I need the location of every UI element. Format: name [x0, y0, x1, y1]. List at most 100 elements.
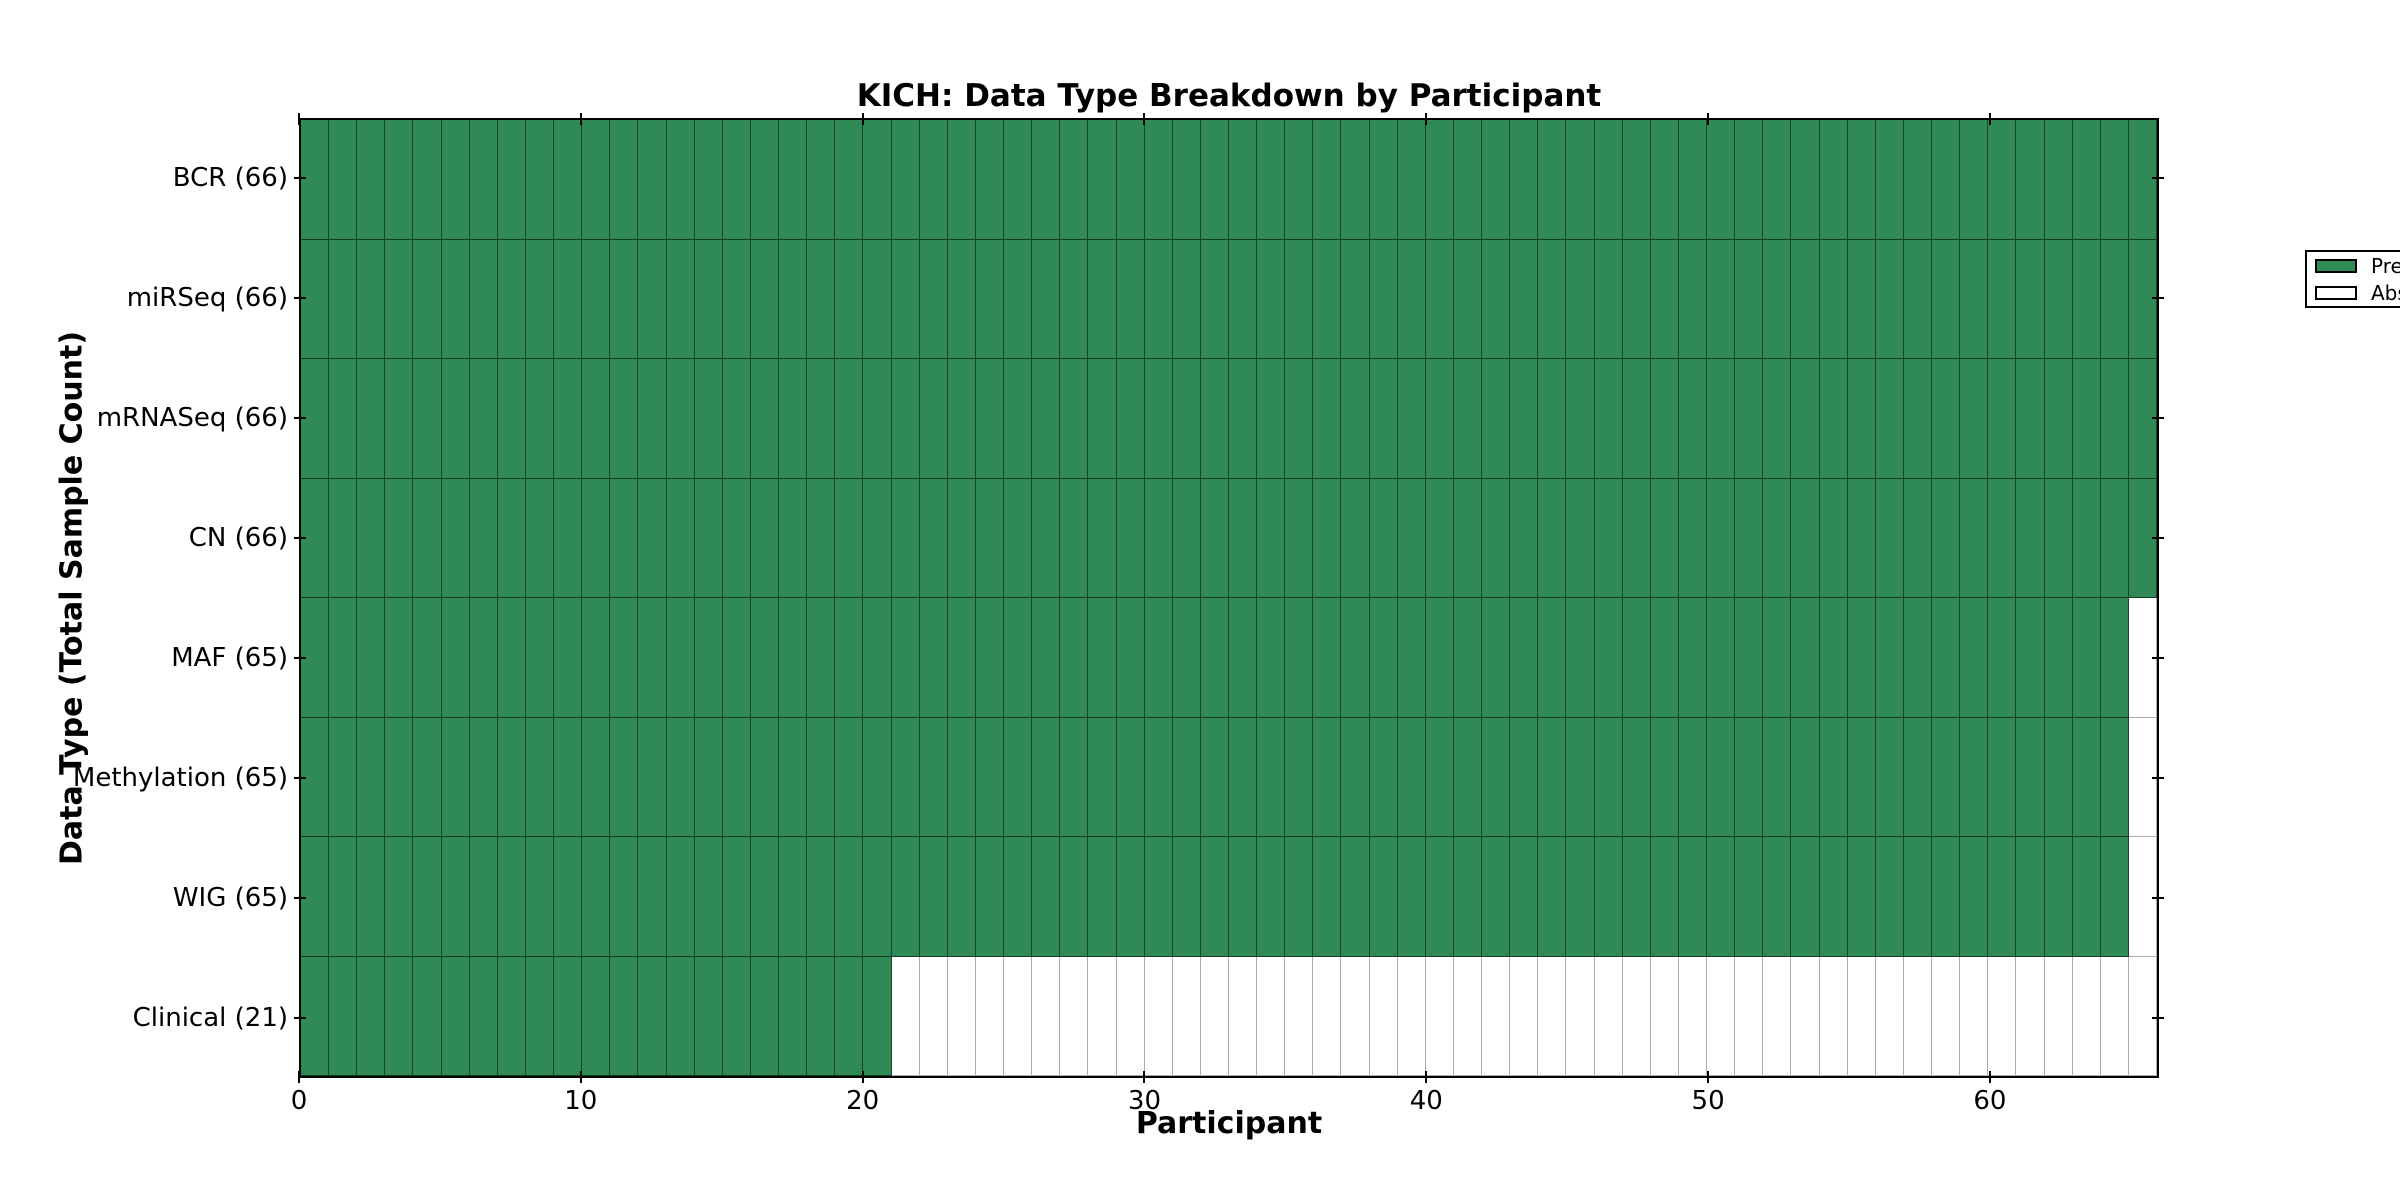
heatmap-cell	[1988, 478, 2017, 598]
heatmap-cell	[1903, 717, 1933, 837]
x-tick-label: 30	[1127, 1086, 1161, 1116]
heatmap-cell	[835, 478, 864, 598]
heatmap-cell	[1088, 239, 1117, 359]
heatmap-cell	[357, 239, 386, 359]
heatmap-cell	[1735, 837, 1764, 957]
heatmap-cell	[807, 120, 836, 240]
heatmap-cell	[835, 359, 864, 479]
heatmap-cell	[1510, 359, 1539, 479]
heatmap-cell	[1285, 120, 1314, 240]
heatmap-cell	[947, 359, 976, 479]
heatmap-cell	[1313, 478, 1342, 598]
heatmap-cell	[694, 120, 723, 240]
heatmap-cell	[1566, 120, 1595, 240]
heatmap-cell	[1650, 956, 1679, 1076]
x-tick-mark	[1707, 1071, 1710, 1083]
heatmap-cell	[1594, 120, 1623, 240]
heatmap-cell	[666, 120, 695, 240]
heatmap-cell	[1622, 359, 1651, 479]
x-tick-mark	[1425, 1071, 1428, 1083]
y-tick-mark	[294, 177, 306, 179]
heatmap-cell	[863, 598, 892, 718]
heatmap-cell	[722, 359, 751, 479]
heatmap-cell	[1453, 956, 1483, 1076]
heatmap-cell	[441, 359, 470, 479]
x-tick-mark-top	[1425, 113, 1428, 125]
heatmap-cell	[1285, 837, 1314, 957]
heatmap-cell	[385, 956, 414, 1076]
heatmap-cell	[835, 239, 864, 359]
heatmap-cell	[1932, 478, 1961, 598]
heatmap-cell	[1341, 717, 1370, 837]
heatmap-cell	[610, 239, 639, 359]
heatmap-cell	[1482, 359, 1511, 479]
heatmap-cell	[1960, 120, 1989, 240]
heatmap-cell	[1875, 956, 1904, 1076]
x-tick-label: 50	[1691, 1086, 1725, 1116]
heatmap-cell	[1172, 717, 1201, 837]
heatmap-cell	[1763, 717, 1792, 837]
heatmap-cell	[357, 598, 386, 718]
heatmap-cell	[1707, 837, 1736, 957]
absent-swatch	[2315, 285, 2357, 300]
heatmap-cell	[1144, 598, 1173, 718]
heatmap-cell	[1032, 120, 1061, 240]
heatmap-cell	[835, 120, 864, 240]
heatmap-cell	[1313, 239, 1342, 359]
heatmap-cell	[525, 956, 555, 1076]
heatmap-cell	[1341, 478, 1370, 598]
heatmap-cell	[1004, 478, 1033, 598]
heatmap-cell	[666, 359, 695, 479]
heatmap-cell	[2044, 956, 2073, 1076]
heatmap-cell	[1819, 478, 1848, 598]
heatmap-cell	[441, 956, 470, 1076]
heatmap-cell	[1903, 837, 1933, 957]
heatmap-cell	[1004, 956, 1033, 1076]
heatmap-cell	[666, 239, 695, 359]
heatmap-cell	[722, 598, 751, 718]
heatmap-cell	[1960, 598, 1989, 718]
heatmap-cell	[919, 717, 948, 837]
heatmap-cell	[638, 478, 667, 598]
heatmap-cell	[2044, 120, 2073, 240]
heatmap-cell	[1678, 837, 1708, 957]
heatmap-cell	[497, 239, 526, 359]
heatmap-cell	[2072, 359, 2101, 479]
heatmap-cell	[1369, 956, 1398, 1076]
heatmap-cell	[582, 837, 611, 957]
heatmap-cell	[1032, 598, 1061, 718]
heatmap-cell	[919, 837, 948, 957]
heatmap-cell	[779, 120, 808, 240]
heatmap-cell	[1144, 239, 1173, 359]
heatmap-cell	[1285, 359, 1314, 479]
heatmap-cell	[525, 239, 555, 359]
heatmap-cell	[1538, 956, 1567, 1076]
heatmap-cell	[779, 717, 808, 837]
heatmap-cell	[554, 598, 583, 718]
present-swatch	[2315, 258, 2357, 273]
x-tick-mark-top	[1988, 113, 1991, 125]
heatmap-cell	[1004, 717, 1033, 837]
heatmap-cell	[1960, 717, 1989, 837]
heatmap-cell	[975, 717, 1005, 837]
heatmap-cell	[1482, 717, 1511, 837]
heatmap-cell	[329, 120, 358, 240]
x-tick-label: 10	[564, 1086, 598, 1116]
heatmap-cell	[554, 120, 583, 240]
legend-label-present: Present	[2371, 253, 2400, 278]
x-tick-mark-top	[1707, 113, 1710, 125]
heatmap-cell	[722, 717, 751, 837]
heatmap-cell	[1313, 956, 1342, 1076]
heatmap-cell	[1707, 478, 1736, 598]
heatmap-cell	[1650, 717, 1679, 837]
heatmap-cell	[835, 598, 864, 718]
heatmap-cell	[947, 120, 976, 240]
heatmap-cell	[1819, 717, 1848, 837]
heatmap-cell	[666, 956, 695, 1076]
heatmap-cell	[2016, 359, 2045, 479]
heatmap-cell	[1763, 478, 1792, 598]
heatmap-cell	[919, 478, 948, 598]
heatmap-cell	[1538, 478, 1567, 598]
y-tick-label: WIG (65)	[172, 883, 288, 913]
heatmap-cell	[497, 717, 526, 837]
